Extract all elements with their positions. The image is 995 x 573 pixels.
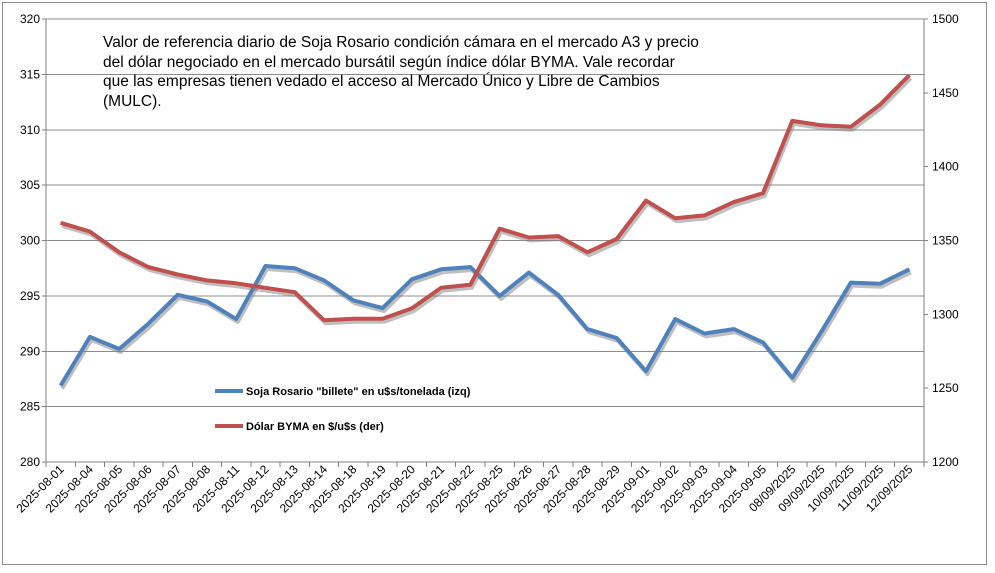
right-tick-label: 1400 xyxy=(932,160,959,174)
left-tick-label: 295 xyxy=(20,289,40,303)
legend: Soja Rosario "billete" en u$s/tonelada (… xyxy=(215,386,471,433)
left-y-axis: 280 285 290 295 300 305 310 315 320 xyxy=(20,12,47,469)
chart-annotation: Valor de referencia diario de Soja Rosar… xyxy=(103,34,699,110)
series-shadow xyxy=(61,76,913,326)
series-line-dolar xyxy=(60,73,911,323)
right-y-axis: 1200 1250 1300 1350 1400 1450 1500 xyxy=(923,12,959,469)
right-tick-label: 1300 xyxy=(932,307,959,321)
left-tick-label: 300 xyxy=(20,234,40,248)
left-tick-label: 285 xyxy=(20,400,40,414)
right-tick-label: 1200 xyxy=(932,455,959,469)
right-tick-label: 1500 xyxy=(932,12,959,26)
left-tick-label: 315 xyxy=(20,67,40,81)
series-layer xyxy=(58,73,913,390)
series-line-soja xyxy=(58,264,911,387)
x-axis: 2025-08-012025-08-042025-08-052025-08-06… xyxy=(13,462,925,516)
series-shadow xyxy=(60,267,912,390)
left-tick-label: 280 xyxy=(20,455,40,469)
legend-label-dolar: Dólar BYMA en $/u$s (der) xyxy=(246,421,384,433)
left-tick-label: 320 xyxy=(20,12,40,26)
right-tick-label: 1250 xyxy=(932,381,959,395)
right-tick-label: 1450 xyxy=(932,86,959,100)
legend-label-soja: Soja Rosario "billete" en u$s/tonelada (… xyxy=(246,386,471,398)
right-tick-label: 1350 xyxy=(932,234,959,248)
left-tick-label: 305 xyxy=(20,178,40,192)
left-tick-label: 310 xyxy=(20,123,40,137)
left-tick-label: 290 xyxy=(20,344,40,358)
chart-frame xyxy=(2,2,987,565)
